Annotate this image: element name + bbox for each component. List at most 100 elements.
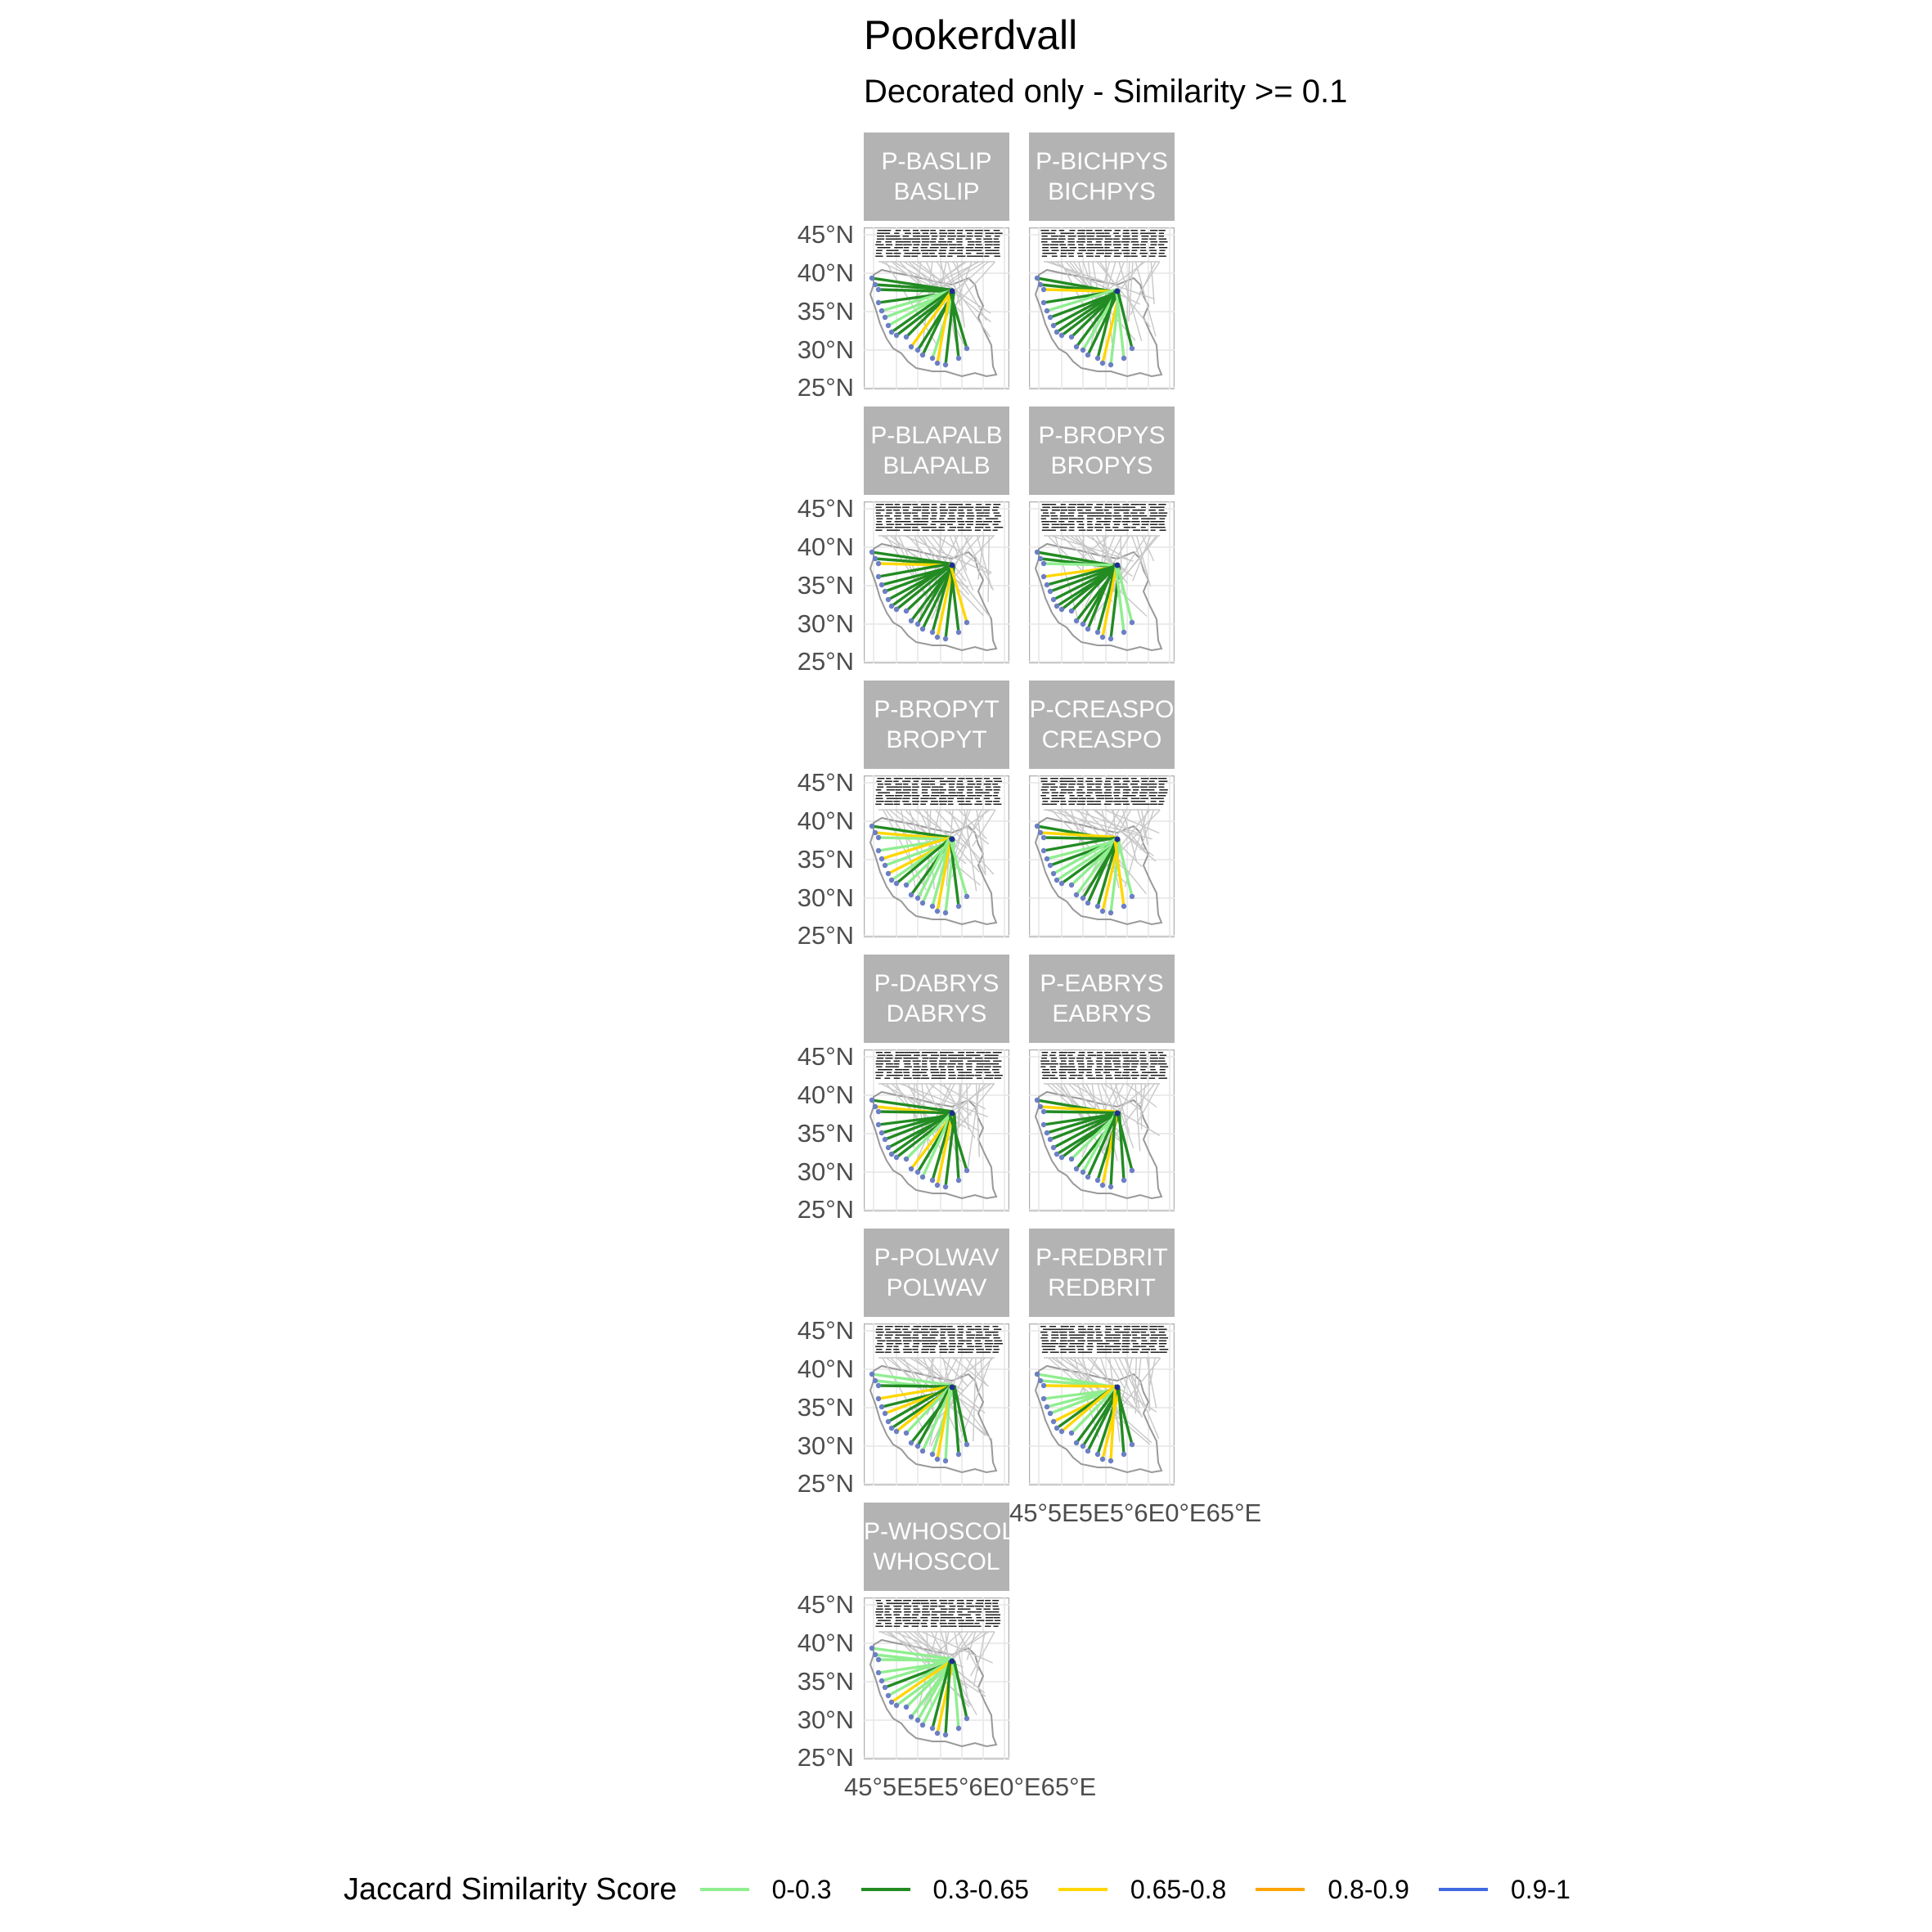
y-tick-label: 40°N bbox=[797, 532, 854, 561]
site-points bbox=[1034, 549, 1135, 642]
y-tick-label: 30°N bbox=[797, 335, 854, 364]
map-panel bbox=[864, 1049, 1009, 1211]
country-outline bbox=[869, 816, 998, 926]
similarity-lines bbox=[1036, 276, 1134, 366]
dense-site-labels bbox=[1040, 504, 1168, 531]
y-tick-label: 35°N bbox=[797, 297, 854, 326]
legend-label: 0.8-0.9 bbox=[1328, 1874, 1409, 1904]
facet-label-line2: EABRYS bbox=[1052, 1000, 1152, 1027]
similarity-lines bbox=[871, 1647, 968, 1736]
plot-subtitle: Decorated only - Similarity >= 0.1 bbox=[864, 74, 1348, 110]
map-panel bbox=[1029, 501, 1175, 663]
facet-strip: P-DABRYS DABRYS bbox=[864, 955, 1009, 1043]
site-points bbox=[869, 549, 970, 642]
site-points bbox=[1034, 1097, 1135, 1190]
facet-strip: P-REDBRIT REDBRIT bbox=[1029, 1229, 1175, 1317]
facet-panel: P-REDBRIT REDBRIT bbox=[1029, 1229, 1175, 1485]
facet-label-line1: P-BROPYT bbox=[874, 696, 1000, 723]
similarity-lines bbox=[1036, 550, 1134, 640]
facet-label-line1: P-POLWAV bbox=[874, 1244, 1000, 1271]
legend-title: Jaccard Similarity Score bbox=[344, 1871, 677, 1907]
dense-site-labels bbox=[1040, 1052, 1169, 1079]
y-tick-label: 40°N bbox=[797, 258, 854, 287]
facet-panel: P-EABRYS EABRYS bbox=[1029, 955, 1175, 1211]
dense-site-labels bbox=[1040, 1326, 1169, 1353]
facet-panel: P-BICHPYS BICHPYS bbox=[1029, 133, 1175, 389]
facet-strip: P-POLWAV POLWAV bbox=[864, 1229, 1009, 1317]
map-panel bbox=[864, 1597, 1009, 1759]
y-tick-label: 25°N bbox=[797, 647, 854, 676]
map-panel bbox=[1029, 1049, 1175, 1211]
y-tick-label: 45°N bbox=[797, 1042, 854, 1071]
legend-label: 0.65-0.8 bbox=[1130, 1874, 1227, 1904]
facet-label-line1: P-BROPYS bbox=[1038, 422, 1166, 449]
y-tick-label: 30°N bbox=[797, 1705, 854, 1734]
similarity-lines bbox=[871, 550, 968, 640]
similarity-lines bbox=[1036, 824, 1134, 914]
legend-item: 0.3-0.65 bbox=[860, 1874, 1029, 1905]
legend-item: 0.8-0.9 bbox=[1256, 1875, 1409, 1905]
dense-site-labels bbox=[1040, 778, 1168, 805]
dense-site-labels bbox=[875, 504, 1004, 531]
y-tick-label: 45°N bbox=[797, 768, 854, 797]
facet-label-line1: P-DABRYS bbox=[874, 970, 1000, 997]
facet-panel: P-BASLIP BASLIP bbox=[864, 133, 1009, 389]
dense-site-labels bbox=[875, 778, 1003, 805]
facet-label-line1: P-CREASPO bbox=[1029, 696, 1175, 723]
facet-panel: P-POLWAV POLWAV bbox=[864, 1229, 1009, 1485]
facet-panel: P-DABRYS DABRYS bbox=[864, 955, 1009, 1211]
map-panel bbox=[1029, 227, 1175, 389]
site-points bbox=[1034, 823, 1135, 916]
y-tick-label: 45°N bbox=[797, 494, 854, 523]
y-tick-label: 30°N bbox=[797, 1157, 854, 1186]
country-outline bbox=[869, 1090, 998, 1200]
similarity-lines bbox=[1036, 1373, 1134, 1462]
facet-label-line1: P-REDBRIT bbox=[1036, 1244, 1168, 1271]
y-tick-label: 35°N bbox=[797, 1393, 854, 1422]
y-tick-label: 40°N bbox=[797, 1081, 854, 1109]
similarity-lines bbox=[1036, 1099, 1134, 1188]
y-tick-label: 40°N bbox=[797, 1629, 854, 1657]
y-tick-label: 45°N bbox=[797, 1316, 854, 1345]
country-outline bbox=[1034, 542, 1163, 652]
similarity-lines bbox=[871, 1099, 968, 1188]
y-tick-label: 25°N bbox=[797, 1743, 854, 1772]
facet-label-line1: P-BASLIP bbox=[881, 148, 992, 175]
map-panel bbox=[1029, 775, 1175, 937]
facet-label-line2: BROPYS bbox=[1050, 452, 1153, 479]
site-points bbox=[869, 823, 970, 916]
dense-site-labels bbox=[1040, 230, 1168, 257]
similarity-lines bbox=[871, 1373, 968, 1462]
facet-strip: P-BASLIP BASLIP bbox=[864, 133, 1009, 221]
y-tick-label: 35°N bbox=[797, 845, 854, 874]
country-outline bbox=[1034, 1090, 1163, 1200]
legend-items: 0-0.3 0.3-0.65 0.65-0.8 0.8-0.9 0.9-1 bbox=[699, 1874, 1600, 1905]
facet-label-line2: BASLIP bbox=[893, 178, 980, 205]
map-panel bbox=[864, 501, 1009, 663]
dense-site-labels bbox=[875, 1600, 1001, 1627]
facet-strip: P-CREASPO CREASPO bbox=[1029, 681, 1175, 769]
legend-item: 0.9-1 bbox=[1438, 1875, 1570, 1905]
site-points bbox=[869, 275, 970, 368]
y-tick-label: 40°N bbox=[797, 806, 854, 835]
y-tick-label: 45°N bbox=[797, 1590, 854, 1619]
legend-key-line bbox=[860, 1888, 910, 1891]
site-points bbox=[1034, 275, 1135, 368]
similarity-lines bbox=[871, 276, 968, 366]
y-tick-label: 25°N bbox=[797, 373, 854, 402]
y-tick-label: 30°N bbox=[797, 609, 854, 638]
legend-key-line bbox=[1256, 1888, 1305, 1891]
facet-strip: P-BROPYT BROPYT bbox=[864, 681, 1009, 769]
facet-label-line2: POLWAV bbox=[886, 1274, 987, 1301]
facet-label-line2: REDBRIT bbox=[1048, 1274, 1156, 1301]
facet-strip: P-BICHPYS BICHPYS bbox=[1029, 133, 1175, 221]
facet-panel: P-CREASPO CREASPO bbox=[1029, 681, 1175, 937]
legend-label: 0.3-0.65 bbox=[932, 1874, 1029, 1904]
facet-panel: P-BROPYS BROPYS bbox=[1029, 407, 1175, 663]
legend-item: 0-0.3 bbox=[699, 1875, 832, 1905]
y-tick-label: 25°N bbox=[797, 1195, 854, 1224]
legend-key-line bbox=[1058, 1888, 1108, 1891]
map-panel bbox=[1029, 1323, 1175, 1485]
map-panel bbox=[864, 227, 1009, 389]
